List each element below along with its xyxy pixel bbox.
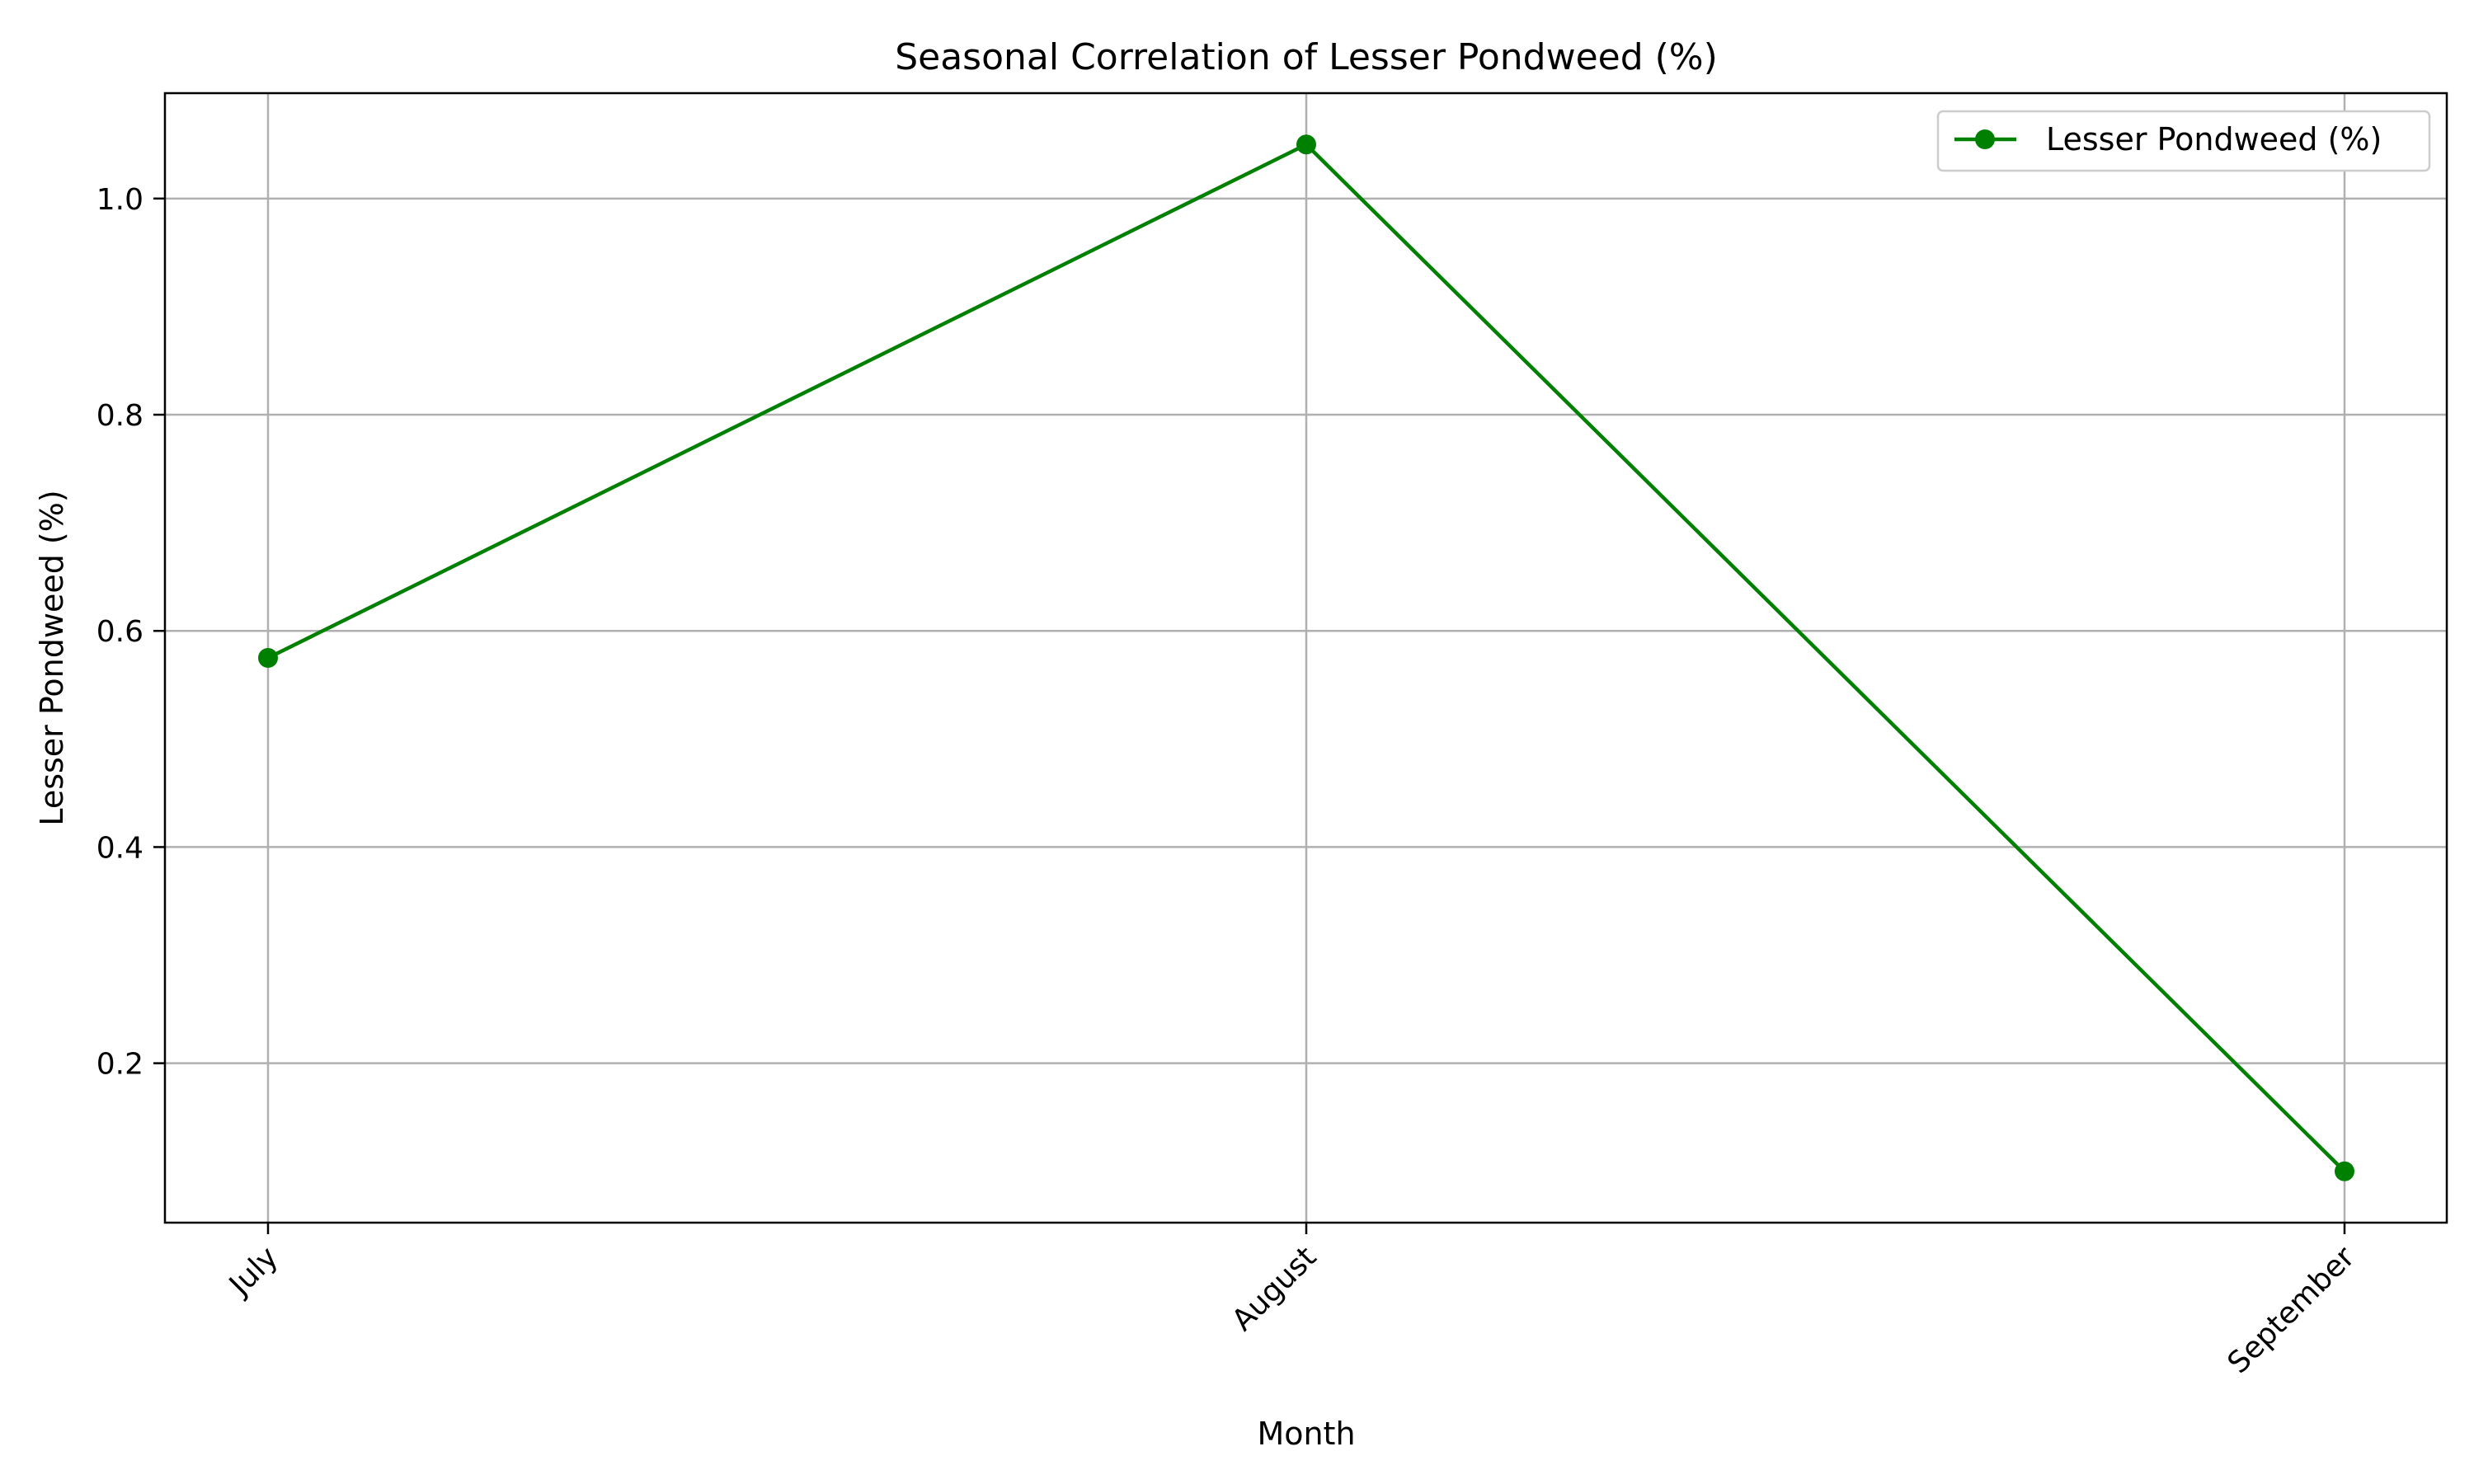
grid xyxy=(165,93,2447,1223)
data-point xyxy=(2335,1161,2354,1181)
data-point xyxy=(258,648,278,668)
legend: Lesser Pondweed (%) xyxy=(1936,110,2431,172)
data-point xyxy=(1296,134,1316,155)
y-axis: 0.2 0.4 0.6 0.8 1.0 xyxy=(96,183,165,1082)
legend-marker-sample xyxy=(1975,129,1995,149)
x-axis-label: Month xyxy=(1257,1416,1355,1452)
y-axis-label: Lesser Pondweed (%) xyxy=(34,490,70,825)
y-tick-label: 1.0 xyxy=(96,183,143,217)
legend-entry-label: Lesser Pondweed (%) xyxy=(2046,121,2382,157)
legend-box xyxy=(1936,110,2431,172)
y-tick-label: 0.6 xyxy=(96,615,143,649)
y-tick-label: 0.2 xyxy=(96,1048,143,1082)
chart-title: Seasonal Correlation of Lesser Pondweed … xyxy=(895,36,1718,78)
y-tick-label: 0.4 xyxy=(96,831,143,865)
series-layer xyxy=(258,134,2354,1181)
y-tick-label: 0.8 xyxy=(96,399,143,433)
